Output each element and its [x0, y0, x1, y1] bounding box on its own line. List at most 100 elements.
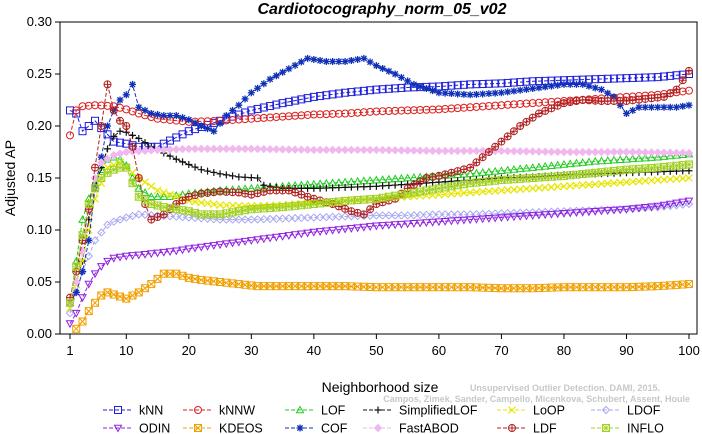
x-axis-label: Neighborhood size [322, 379, 439, 395]
point-ldof-9 [115, 215, 125, 224]
legend-item-simplifiedlof: SimplifiedLOF [363, 404, 478, 418]
point-fastabod-71 [503, 146, 512, 156]
point-cof-51 [379, 64, 387, 72]
point-fastabod-28 [234, 144, 244, 154]
point-loop-71 [503, 186, 512, 194]
point-cof-67 [479, 90, 487, 98]
point-inflo-80 [559, 171, 568, 180]
point-cof-53 [391, 70, 399, 78]
point-loop-86 [597, 179, 606, 188]
point-cof-52 [385, 67, 393, 75]
point-cof-63 [454, 90, 462, 98]
point-lof-82 [572, 158, 581, 167]
point-cof-68 [485, 90, 493, 98]
point-cof-66 [472, 90, 480, 98]
point-lof-67 [478, 168, 488, 176]
point-ldof-60 [434, 210, 444, 219]
point-ldf-82 [572, 97, 581, 106]
point-knnw-74 [522, 99, 531, 108]
point-inflo-34 [272, 203, 281, 212]
point-inflo-1 [66, 298, 74, 307]
point-inflo-42 [322, 198, 331, 207]
point-lof-75 [528, 163, 538, 171]
point-ldof-5 [90, 236, 100, 245]
point-knn-28 [234, 110, 243, 119]
point-simplifiedlof-28 [235, 173, 243, 181]
point-fastabod-22 [197, 144, 206, 154]
point-fastabod-17 [165, 145, 175, 154]
point-inflo-79 [553, 172, 562, 181]
point-simplifiedlof-43 [329, 184, 337, 192]
legend-label-ldof: LDOF [627, 404, 661, 418]
point-odin-14 [146, 250, 156, 259]
point-odin-32 [259, 235, 269, 244]
point-inflo-38 [297, 201, 306, 210]
point-odin-89 [615, 206, 625, 215]
point-knnw-45 [341, 109, 350, 118]
point-fastabod-15 [153, 145, 162, 155]
point-inflo-66 [472, 178, 481, 187]
point-ldof-7 [103, 220, 112, 230]
point-fastabod-94 [647, 148, 656, 157]
point-knn-41 [316, 92, 325, 101]
point-inflo-16 [159, 203, 168, 212]
point-odin-2 [71, 309, 81, 318]
point-inflo-10 [122, 163, 131, 172]
point-knnw-32 [259, 113, 268, 122]
point-odin-46 [347, 225, 356, 233]
point-knnw-2 [72, 106, 81, 115]
point-inflo-69 [491, 176, 500, 185]
point-cof-41 [316, 56, 324, 64]
point-fastabod-75 [528, 147, 537, 156]
point-cof-88 [610, 93, 618, 101]
point-cof-99 [679, 102, 687, 110]
legend-item-ldf: LDF [497, 422, 557, 434]
x-tick-label: 1 [66, 343, 73, 358]
point-ldof-76 [534, 207, 544, 217]
point-loop-63 [453, 189, 462, 198]
point-odin-75 [528, 212, 538, 220]
point-cof-96 [660, 103, 668, 111]
point-lof-72 [509, 164, 519, 173]
point-odin-39 [303, 229, 312, 238]
point-loop-65 [466, 188, 475, 197]
point-cof-23 [204, 125, 212, 133]
legend-label-fastabod: FastABOD [399, 422, 459, 434]
legend-item-lof: LOF [285, 404, 346, 418]
point-inflo-96 [659, 162, 668, 171]
point-cof-59 [429, 87, 437, 95]
point-knn-70 [497, 79, 506, 88]
point-odin-25 [215, 241, 225, 250]
point-odin-56 [409, 220, 419, 228]
point-fastabod-66 [472, 146, 481, 156]
point-ldof-51 [378, 211, 387, 220]
point-knnw-60 [434, 105, 443, 114]
point-fastabod-47 [353, 145, 362, 155]
point-loop-68 [484, 187, 493, 196]
point-kdeos-2 [72, 324, 81, 333]
point-ldof-32 [259, 214, 269, 224]
legend-label-cof: COF [321, 422, 348, 434]
point-loop-83 [578, 181, 587, 189]
point-ldof-36 [284, 214, 294, 223]
point-ldof-29 [240, 215, 250, 224]
point-fastabod-87 [603, 147, 612, 157]
point-loop-84 [585, 180, 593, 189]
point-knnw-40 [309, 110, 318, 119]
point-loop-74 [522, 184, 531, 193]
point-odin-72 [509, 213, 519, 222]
point-simplifiedlof-41 [316, 184, 324, 192]
point-knn-49 [366, 86, 375, 95]
point-cof-62 [447, 90, 455, 98]
point-knnw-52 [384, 107, 393, 116]
point-odin-62 [447, 217, 456, 226]
point-lof-86 [597, 156, 606, 165]
point-odin-45 [340, 225, 350, 234]
point-ldof-35 [278, 214, 287, 223]
point-lof-84 [584, 157, 594, 166]
point-ldof-41 [315, 213, 325, 222]
point-ldf-57 [416, 177, 425, 186]
point-knnw-68 [484, 102, 493, 111]
point-odin-50 [372, 222, 381, 231]
point-knn-62 [447, 81, 456, 90]
